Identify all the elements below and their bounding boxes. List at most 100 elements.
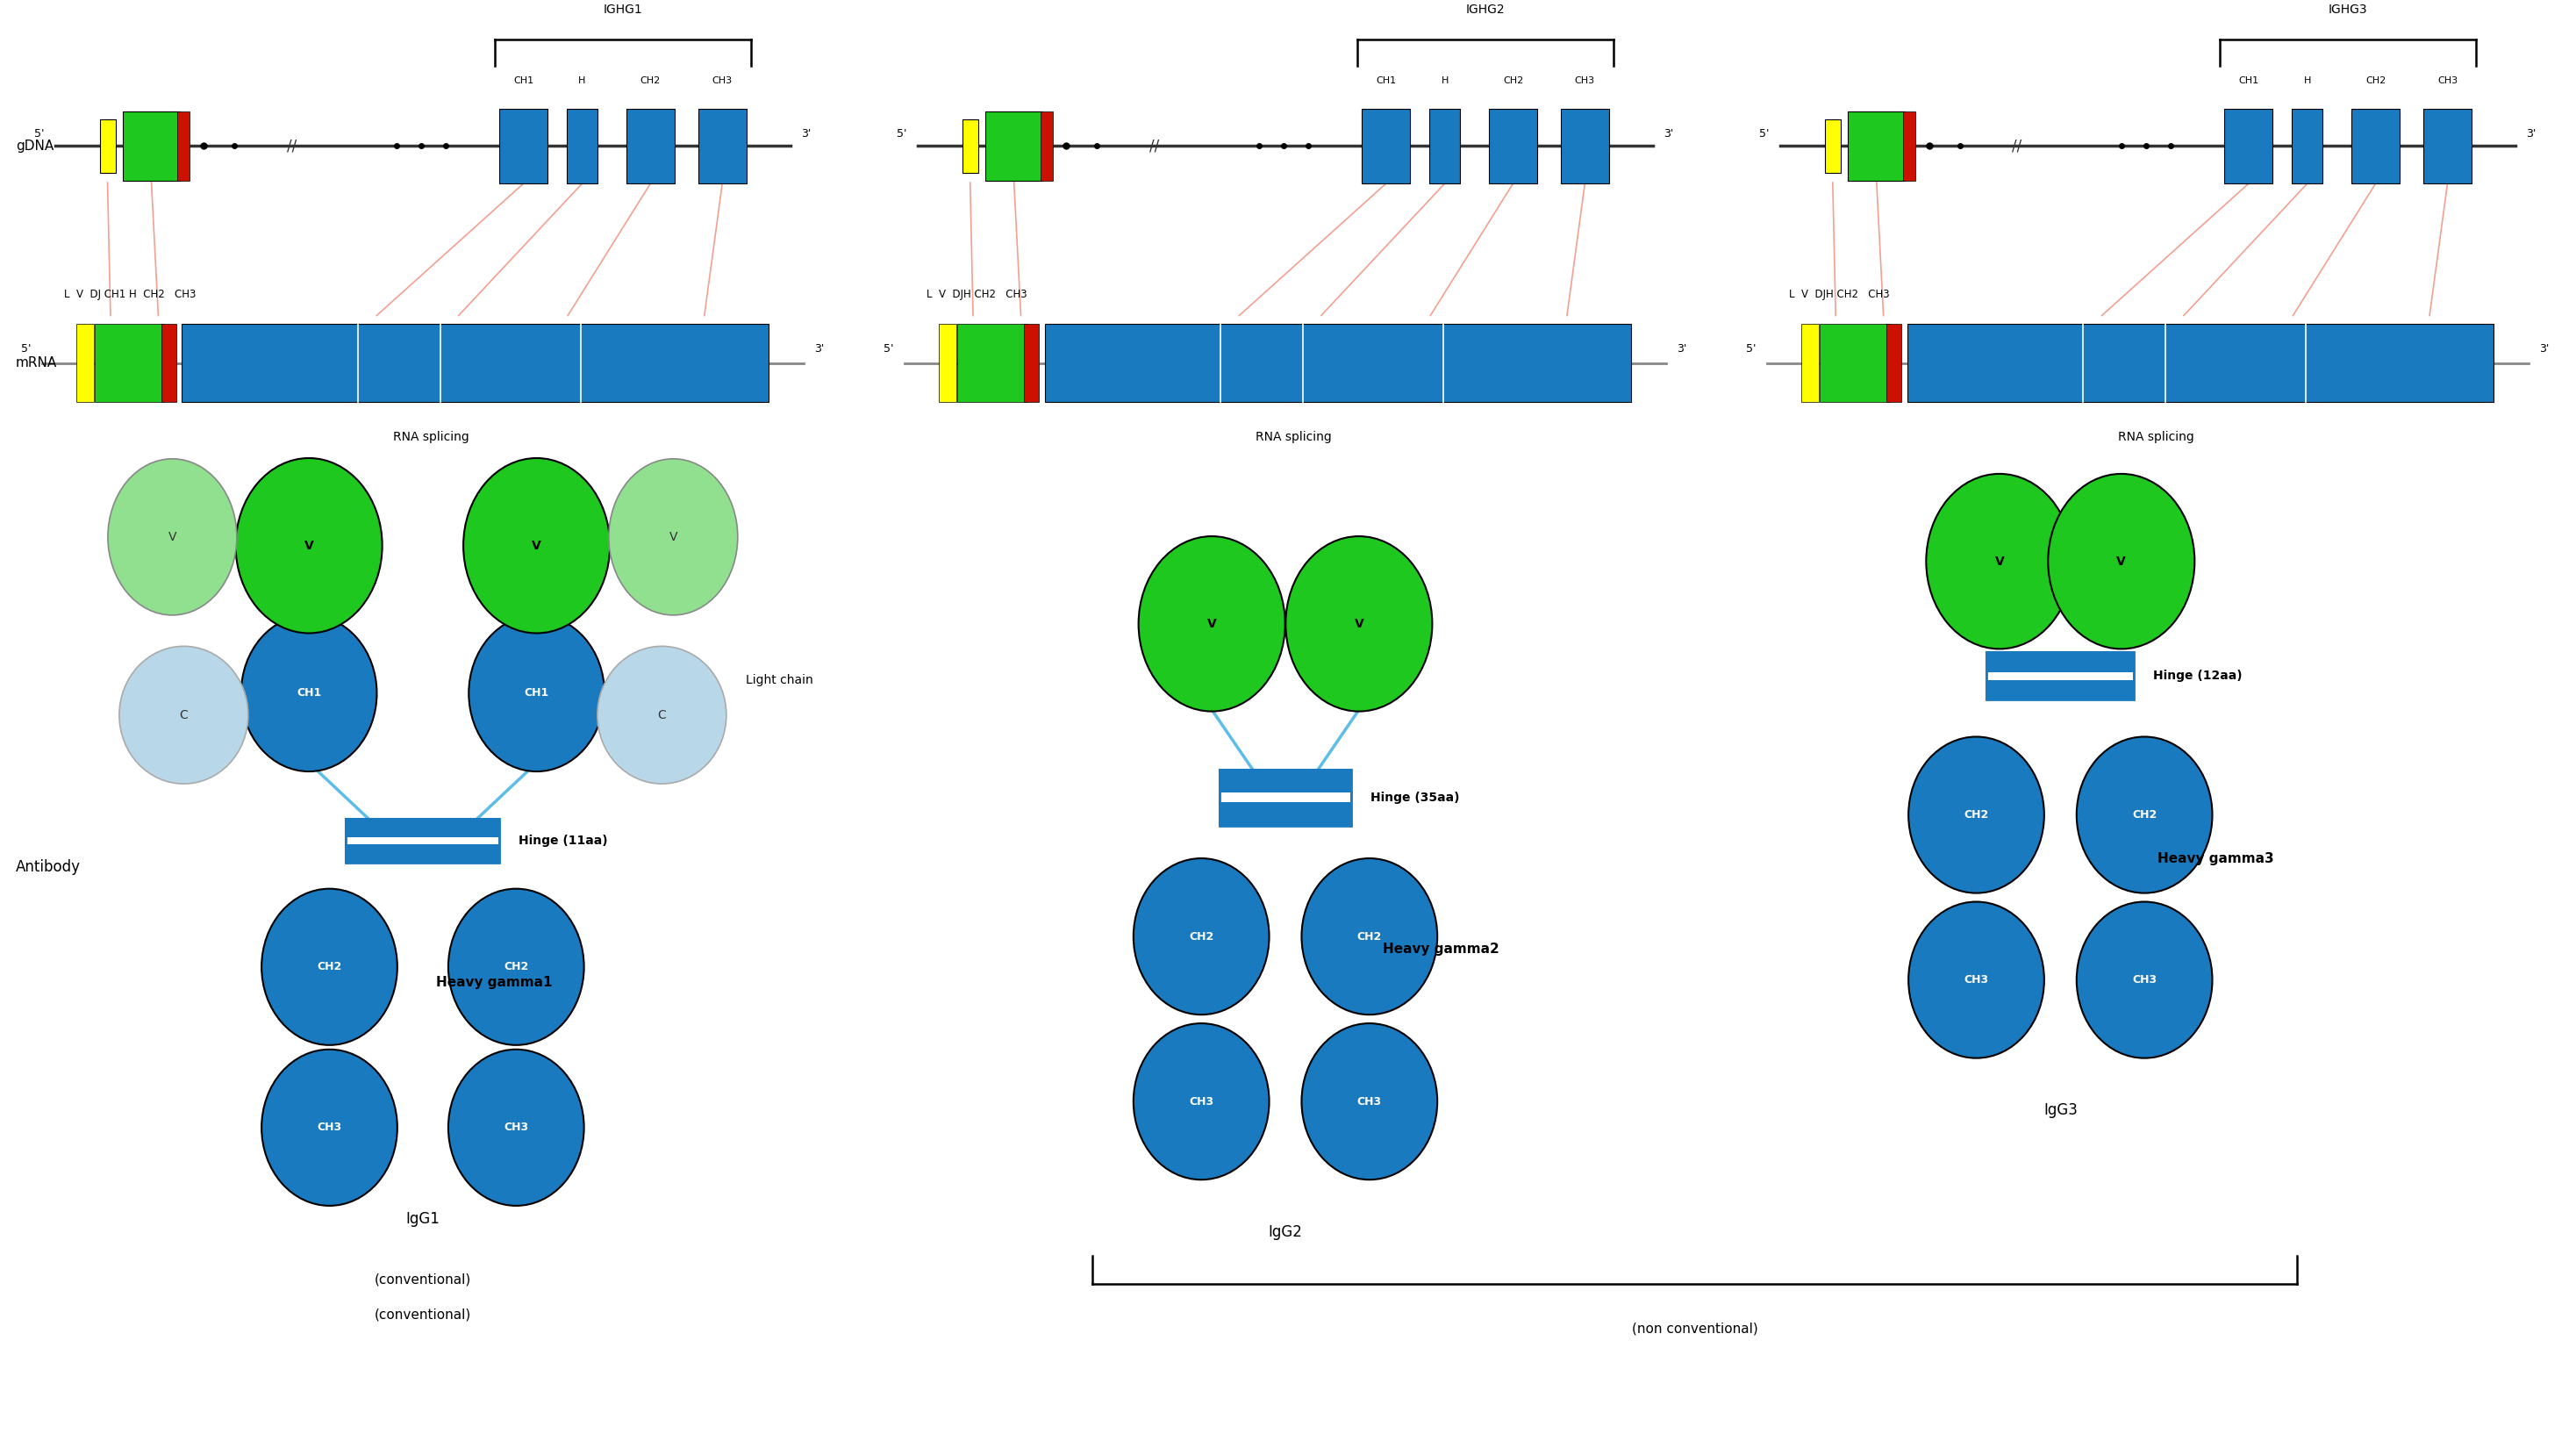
Text: Heavy gamma1: Heavy gamma1 — [435, 975, 551, 988]
Ellipse shape — [108, 459, 237, 615]
Text: CH3: CH3 — [1190, 1096, 1213, 1107]
Text: V: V — [2117, 555, 2125, 568]
FancyBboxPatch shape — [1043, 324, 1631, 403]
Text: 5': 5' — [884, 343, 894, 354]
Text: H: H — [580, 76, 585, 85]
Text: CH2: CH2 — [1358, 931, 1381, 942]
Ellipse shape — [2048, 473, 2195, 650]
FancyBboxPatch shape — [348, 837, 500, 845]
FancyBboxPatch shape — [500, 109, 549, 184]
FancyBboxPatch shape — [77, 324, 93, 403]
Text: CH1: CH1 — [2239, 76, 2259, 85]
Text: 5': 5' — [1747, 343, 1757, 354]
Text: CH3: CH3 — [711, 76, 732, 85]
FancyBboxPatch shape — [2352, 109, 2401, 184]
Ellipse shape — [598, 647, 726, 784]
Ellipse shape — [448, 1050, 585, 1206]
Text: L  V  DJH CH2   CH3: L V DJH CH2 CH3 — [927, 288, 1028, 300]
Text: Heavy gamma3: Heavy gamma3 — [2159, 852, 2275, 865]
Text: 3': 3' — [801, 128, 811, 139]
Text: 5': 5' — [21, 343, 31, 354]
Ellipse shape — [469, 615, 605, 771]
Ellipse shape — [1927, 473, 2074, 650]
Text: V: V — [1355, 618, 1363, 630]
Text: CH3: CH3 — [505, 1121, 528, 1133]
Text: CH2: CH2 — [641, 76, 659, 85]
Text: 3': 3' — [814, 343, 824, 354]
Ellipse shape — [242, 615, 376, 771]
Text: 3': 3' — [2527, 128, 2537, 139]
FancyBboxPatch shape — [124, 112, 180, 181]
FancyBboxPatch shape — [100, 119, 116, 174]
Text: H: H — [2303, 76, 2311, 85]
FancyBboxPatch shape — [178, 112, 191, 181]
Text: CH1: CH1 — [296, 687, 322, 698]
FancyBboxPatch shape — [1989, 673, 2133, 680]
Text: (conventional): (conventional) — [374, 1273, 471, 1286]
FancyBboxPatch shape — [1561, 109, 1610, 184]
Text: Hinge (12aa): Hinge (12aa) — [2154, 670, 2241, 683]
Text: Heavy gamma2: Heavy gamma2 — [1383, 944, 1499, 956]
FancyBboxPatch shape — [987, 112, 1043, 181]
FancyBboxPatch shape — [1801, 324, 1819, 403]
Text: RNA splicing: RNA splicing — [2117, 432, 2195, 443]
Text: H: H — [1440, 76, 1448, 85]
FancyBboxPatch shape — [1824, 119, 1842, 174]
Text: CH3: CH3 — [1358, 1096, 1381, 1107]
Text: IgG3: IgG3 — [2043, 1103, 2076, 1119]
Ellipse shape — [1139, 536, 1285, 711]
FancyBboxPatch shape — [1489, 109, 1538, 184]
Text: CH3: CH3 — [1574, 76, 1595, 85]
Text: V: V — [670, 531, 677, 543]
Text: //: // — [286, 138, 296, 153]
FancyBboxPatch shape — [1221, 793, 1350, 802]
FancyBboxPatch shape — [2293, 109, 2324, 184]
Ellipse shape — [1133, 859, 1270, 1015]
Ellipse shape — [118, 647, 247, 784]
Text: Hinge (11aa): Hinge (11aa) — [518, 835, 608, 847]
Text: CH2: CH2 — [505, 961, 528, 972]
Text: Hinge (35aa): Hinge (35aa) — [1370, 792, 1461, 803]
Text: V: V — [1994, 555, 2004, 568]
Text: L  V  DJ CH1 H  CH2   CH3: L V DJ CH1 H CH2 CH3 — [64, 288, 196, 300]
FancyBboxPatch shape — [345, 819, 500, 863]
Text: IGHG1: IGHG1 — [603, 3, 641, 16]
Ellipse shape — [448, 889, 585, 1045]
Text: V: V — [167, 531, 178, 543]
FancyBboxPatch shape — [1041, 112, 1054, 181]
Text: RNA splicing: RNA splicing — [394, 432, 469, 443]
Ellipse shape — [2076, 737, 2213, 893]
FancyBboxPatch shape — [1904, 112, 1914, 181]
Text: CH2: CH2 — [2365, 76, 2385, 85]
FancyBboxPatch shape — [1886, 324, 1901, 403]
Text: (non conventional): (non conventional) — [1631, 1322, 1757, 1335]
FancyBboxPatch shape — [1430, 109, 1461, 184]
Text: CH2: CH2 — [317, 961, 343, 972]
Text: IgG2: IgG2 — [1267, 1223, 1303, 1240]
Text: V: V — [1208, 618, 1216, 630]
Ellipse shape — [1133, 1024, 1270, 1180]
Text: CH2: CH2 — [1502, 76, 1522, 85]
FancyBboxPatch shape — [567, 109, 598, 184]
Text: CH2: CH2 — [2133, 809, 2156, 820]
Ellipse shape — [464, 457, 611, 634]
FancyBboxPatch shape — [698, 109, 747, 184]
FancyBboxPatch shape — [162, 324, 175, 403]
Text: RNA splicing: RNA splicing — [1257, 432, 1332, 443]
FancyBboxPatch shape — [626, 109, 675, 184]
Text: //: // — [1149, 138, 1159, 153]
Text: IgG1: IgG1 — [407, 1210, 440, 1226]
Text: gDNA: gDNA — [15, 139, 54, 152]
Text: Light chain: Light chain — [744, 674, 814, 687]
Text: 3': 3' — [1677, 343, 1687, 354]
Ellipse shape — [608, 459, 737, 615]
Ellipse shape — [1909, 737, 2045, 893]
FancyBboxPatch shape — [938, 324, 956, 403]
Text: (conventional): (conventional) — [374, 1308, 471, 1321]
Text: CH1: CH1 — [513, 76, 533, 85]
Text: CH2: CH2 — [1190, 931, 1213, 942]
Ellipse shape — [1285, 536, 1432, 711]
FancyBboxPatch shape — [1847, 112, 1904, 181]
Text: CH1: CH1 — [1376, 76, 1396, 85]
Text: CH3: CH3 — [2437, 76, 2458, 85]
